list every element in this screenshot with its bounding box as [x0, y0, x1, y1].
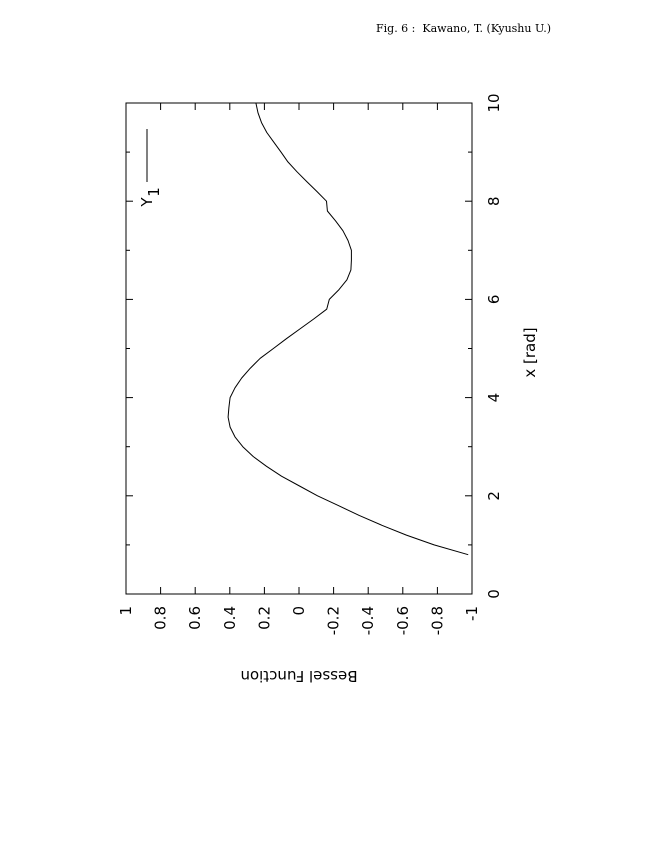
- y-axis-title: Bessel Function: [240, 667, 357, 685]
- x-tick-label: 0: [485, 589, 503, 599]
- legend-label-subscript: 1: [145, 187, 163, 197]
- y-tick-label: 1: [117, 606, 135, 616]
- x-tick-label: 10: [485, 93, 503, 112]
- y-tick-label: 0: [290, 606, 308, 616]
- y-tick-label: 0.2: [255, 606, 273, 630]
- y-tick-label: -0.8: [428, 606, 446, 635]
- y-tick-label: 0.4: [221, 606, 239, 630]
- series-line-y1: [227, 102, 469, 556]
- y-tick-label: -0.6: [394, 606, 412, 635]
- x-tick-label: 6: [485, 295, 503, 305]
- x-tick-label: 4: [485, 393, 503, 403]
- plot-layer: 0 2 4 6 8 10 -1 -0.8 -0.6 -0.4 -0.2 0 0.2 0.4 0.6 0.8 1 x…: [117, 93, 539, 685]
- y-tick-label: 0.6: [186, 606, 204, 630]
- x-axis-title: x [rad]: [521, 327, 539, 377]
- plot-frame: [125, 102, 473, 595]
- legend-label: Y: [138, 197, 156, 208]
- x-tick-label: 2: [485, 491, 503, 501]
- x-tick-label: 8: [485, 196, 503, 206]
- y-tick-label: -0.4: [359, 606, 377, 635]
- y-tick-label: -1: [463, 606, 481, 621]
- y-tick-label: -0.2: [325, 606, 343, 635]
- figure-caption: Fig. 6 : Kawano, T. (Kyushu U.): [376, 22, 552, 35]
- y-tick-label: 0.8: [152, 606, 170, 630]
